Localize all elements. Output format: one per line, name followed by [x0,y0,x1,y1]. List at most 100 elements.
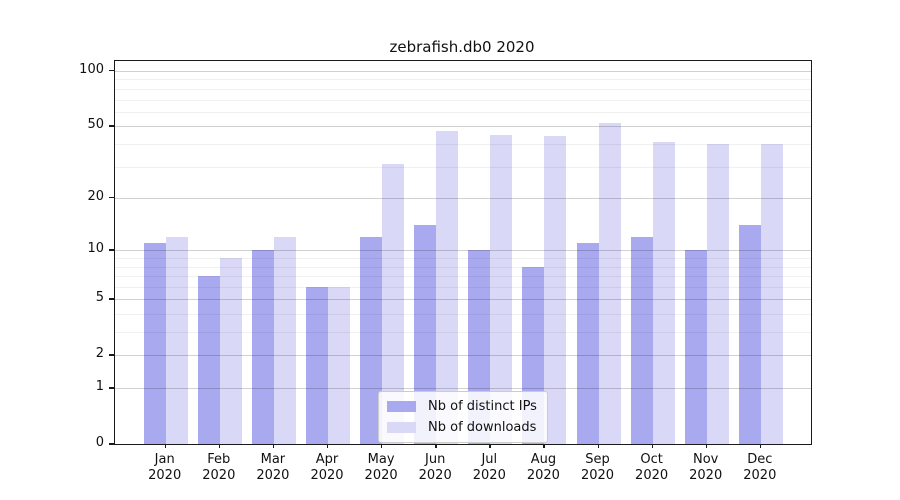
bar-downloads-aug [544,136,567,444]
xtick-month-dec: Dec [747,452,773,467]
gridline-minor-4 [115,314,811,316]
xtick-mark-nov [705,444,708,448]
ytick-mark-2 [109,354,114,356]
ytick-label-5: 5 [95,290,104,306]
xtick-month-may: May [367,452,395,467]
ytick-label-100: 100 [79,62,104,77]
gridline-major-20 [115,198,811,199]
xtick-year-jun: 2020 [418,468,452,483]
bar-downloads-may [382,164,405,444]
gridline-minor-3 [115,332,811,334]
xtick-label-jan: Jan 2020 [137,452,193,484]
xtick-label-jun: Jun 2020 [407,452,463,484]
bar-ips-sep [576,243,599,444]
bar-downloads-jun [436,131,459,444]
gridline-minor-6 [115,286,811,288]
xtick-label-nov: Nov 2020 [678,452,734,484]
ytick-label-20: 20 [87,189,104,204]
legend-label-downloads: Nb of downloads [428,420,537,435]
bar-downloads-oct [652,142,675,444]
ytick-mark-1 [109,387,114,389]
xtick-label-feb: Feb 2020 [191,452,247,484]
ytick-mark-10 [109,249,114,251]
xtick-mark-sep [597,444,599,448]
xtick-label-aug: Aug 2020 [515,452,571,484]
bar-ips-feb [197,276,220,444]
xtick-year-jan: 2020 [148,468,182,483]
bar-ips-dec [738,225,761,444]
gridline-major-1 [115,388,811,390]
xtick-year-oct: 2020 [635,468,669,483]
bar-downloads-sep [598,123,621,444]
ytick-label-10: 10 [87,241,104,257]
bar-ips-may [360,236,383,444]
xtick-year-may: 2020 [364,468,398,483]
xtick-year-feb: 2020 [202,468,236,483]
bar-ips-mar [251,250,274,444]
xtick-label-jul: Jul 2020 [461,452,517,484]
xtick-month-mar: Mar [260,452,286,467]
xtick-month-feb: Feb [207,452,231,467]
legend-item-downloads: Nb of downloads [387,419,537,436]
ytick-mark-100 [109,70,114,72]
xtick-year-jul: 2020 [472,468,506,483]
gridline-major-50 [115,126,811,128]
bar-downloads-mar [273,236,296,444]
xtick-mark-jun [435,444,437,448]
ytick-mark-0 [109,443,114,445]
bar-downloads-jan [165,236,188,444]
bar-ips-nov [684,250,707,444]
bar-downloads-nov [706,143,729,444]
gridline-major-100 [115,71,811,72]
xtick-year-apr: 2020 [310,468,344,483]
ytick-mark-5 [109,298,114,300]
xtick-month-jul: Jul [481,452,498,467]
ytick-label-50: 50 [87,117,104,133]
gridline-minor-80 [115,88,811,90]
xtick-month-nov: Nov [693,452,719,467]
xtick-label-sep: Sep 2020 [570,452,626,484]
bar-downloads-dec [760,143,783,444]
y-axis: 0 1 2 5 10 20 50 100 [0,60,114,450]
gridline-major-2 [115,355,811,357]
gridline-minor-9 [115,258,811,260]
xtick-label-dec: Dec 2020 [732,452,788,484]
x-axis: Jan 2020 Feb 2020 Mar 2020 Apr 2020 May 2020 Jun 20… [114,444,810,500]
xtick-month-apr: Apr [315,452,339,467]
gridline-major-10 [115,250,811,252]
gridline-minor-90 [115,79,811,81]
gridline-minor-8 [115,266,811,268]
gridline-major-5 [115,299,811,301]
bar-ips-jun [414,225,437,444]
gridline-minor-30 [115,166,811,168]
xtick-label-mar: Mar 2020 [245,452,301,484]
ytick-mark-50 [109,125,114,127]
xtick-month-sep: Sep [585,452,610,467]
xtick-label-may: May 2020 [353,452,409,484]
xtick-year-dec: 2020 [743,468,777,483]
gridline-minor-60 [115,111,811,113]
chart-title: zebrafish.db0 2020 [389,38,535,56]
bar-downloads-apr [328,286,350,444]
bar-ips-apr [306,286,328,444]
bar-downloads-jul [490,134,513,444]
gridline-minor-7 [115,276,811,278]
ytick-label-0: 0 [95,435,104,451]
gridline-minor-70 [115,99,811,101]
xtick-year-aug: 2020 [526,468,560,483]
ytick-mark-20 [109,197,114,199]
bar-ips-jan [143,243,166,444]
xtick-mark-feb [218,444,221,448]
xtick-year-mar: 2020 [256,468,290,483]
xtick-month-jun: Jun [425,452,446,467]
legend-swatch-distinct-ips [387,401,416,412]
xtick-mark-jul [489,444,491,448]
legend-item-distinct-ips: Nb of distinct IPs [387,398,537,415]
xtick-mark-mar [272,444,275,448]
xtick-month-aug: Aug [530,452,557,467]
plot-area: Nb of distinct IPs Nb of downloads [114,60,812,445]
xtick-year-nov: 2020 [689,468,723,483]
xtick-label-oct: Oct 2020 [624,452,680,484]
legend-swatch-downloads [387,422,416,433]
